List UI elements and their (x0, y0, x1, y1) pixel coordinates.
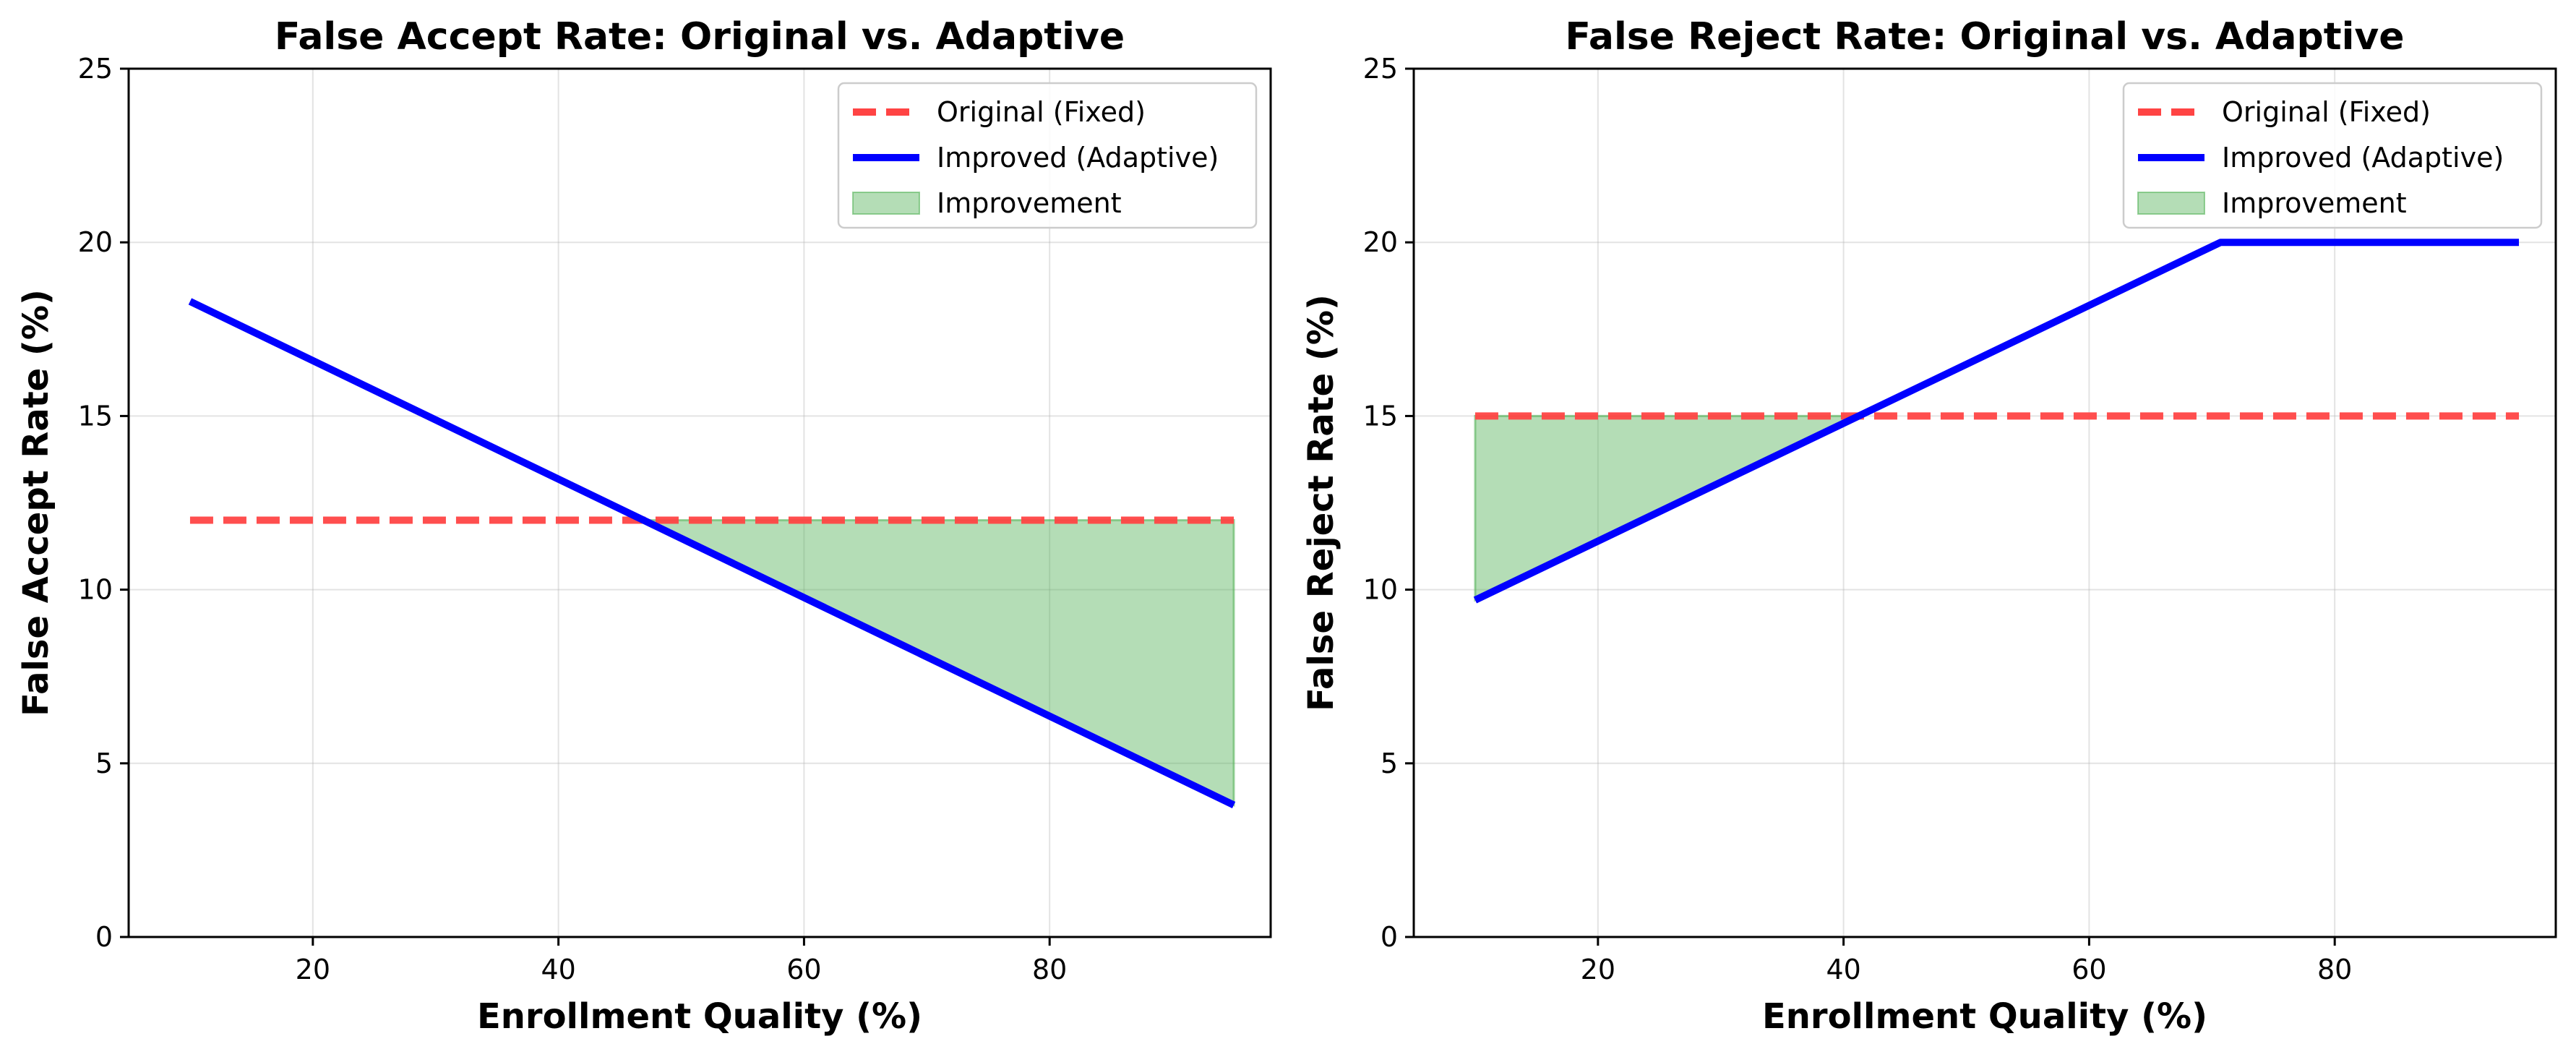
legend-box (2122, 82, 2543, 229)
x-axis-label: Enrollment Quality (%) (1762, 996, 2207, 1037)
legend-swatch-improvement (852, 192, 920, 215)
legend-label: Improved (Adaptive) (937, 142, 1219, 174)
x-tick-label: 60 (786, 954, 821, 985)
legend-box (837, 82, 1258, 229)
y-tick-label: 20 (78, 226, 113, 258)
improved-adaptive-line (1473, 239, 2520, 604)
plot-area-frame (127, 67, 1272, 938)
legend: Original (Fixed) Improved (Adaptive) Impro… (2122, 82, 2543, 229)
legend-label: Improvement (937, 187, 1122, 219)
legend-swatch-improvement (2137, 192, 2205, 215)
y-tick-label: 10 (78, 574, 113, 606)
x-tick-label: 20 (1581, 954, 1615, 985)
x-tick-label: 40 (541, 954, 575, 985)
x-tick-label: 80 (1032, 954, 1067, 985)
legend: Original (Fixed) Improved (Adaptive) Impro… (837, 82, 1258, 229)
x-tick-label: 40 (1826, 954, 1860, 985)
y-tick-label: 20 (1363, 226, 1398, 258)
y-tick-label: 5 (95, 748, 113, 779)
legend-label: Improvement (2222, 187, 2407, 219)
plot-area-frame (1412, 67, 2557, 938)
chart-panel-2: 20 40 60 80 0 5 10 15 20 25 False Reject Rate: Ori… (1301, 15, 2557, 1037)
improved-adaptive-line (188, 298, 1236, 808)
x-tick-label: 20 (296, 954, 330, 985)
y-tick-label: 15 (78, 400, 113, 432)
y-tick-label: 0 (95, 921, 113, 953)
y-axis-label: False Reject Rate (%) (1301, 294, 1341, 711)
chart-panel-1: 20 40 60 80 0 5 10 15 20 25 False Accept Rate: Ori… (16, 15, 1272, 1037)
y-tick-label: 15 (1363, 400, 1398, 432)
legend-label: Original (Fixed) (2222, 96, 2431, 128)
chart-title: False Accept Rate: Original vs. Adaptive (275, 15, 1125, 59)
y-axis-label: False Accept Rate (%) (16, 289, 56, 716)
legend-label: Original (Fixed) (937, 96, 1146, 128)
y-tick-label: 0 (1381, 921, 1398, 953)
y-tick-label: 25 (78, 53, 113, 85)
y-tick-label: 10 (1363, 574, 1398, 606)
x-tick-label: 60 (2071, 954, 2106, 985)
x-tick-label: 80 (2317, 954, 2352, 985)
y-tick-label: 5 (1381, 748, 1398, 779)
x-axis-label: Enrollment Quality (%) (477, 996, 922, 1037)
y-tick-label: 25 (1363, 53, 1398, 85)
legend-label: Improved (Adaptive) (2222, 142, 2504, 174)
chart-title: False Reject Rate: Original vs. Adaptive (1565, 15, 2404, 59)
